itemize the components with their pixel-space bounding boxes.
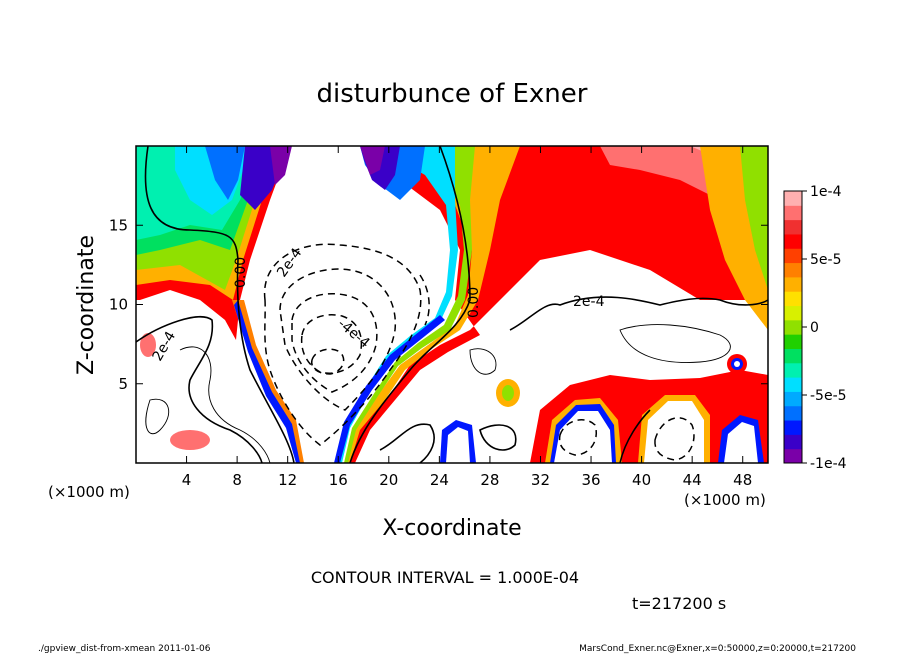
colorbar-tick-label: 5e-5 (810, 252, 841, 268)
colorbar-tick-label: -5e-5 (810, 388, 847, 404)
colorbar-ticks: 1e-4 5e-5 0 -5e-5 -1e-4 (802, 184, 847, 472)
x-tick-label: 48 (733, 471, 752, 489)
colorbar-swatch (784, 348, 802, 364)
colorbar-swatch (784, 205, 802, 221)
colorbar-tick-label: -1e-4 (810, 456, 847, 472)
contour-label: 0.00 (466, 287, 482, 318)
colorbar-swatch (784, 233, 802, 249)
colorbar-swatch (784, 334, 802, 349)
chart-title: disturbunce of Exner (317, 79, 588, 109)
x-tick-label: 4 (182, 471, 192, 489)
colorbar-swatch (784, 391, 802, 407)
x-axis-label: X-coordinate (382, 516, 521, 541)
x-tick-label: 24 (430, 471, 449, 489)
y-tick-label: 5 (118, 375, 128, 393)
x-tick-label: 32 (531, 471, 550, 489)
colorbar-swatch (784, 191, 802, 206)
y-axis-ticks: 5 10 15 (109, 216, 768, 393)
x-tick-label: 16 (329, 471, 348, 489)
heatmap-field (136, 146, 768, 463)
y-tick-label: 10 (109, 296, 128, 314)
colorbar-swatch (784, 248, 802, 264)
y-axis-unit: (×1000 m) (48, 483, 130, 501)
contour-interval-note: CONTOUR INTERVAL = 1.000E-04 (311, 568, 579, 587)
colorbar-swatch (784, 434, 802, 450)
colorbar-swatch (784, 291, 802, 307)
colorbar-swatch (784, 362, 802, 378)
colorbar-swatch (784, 262, 802, 278)
colorbar-swatch (784, 405, 802, 421)
footer-right: MarsCond_Exner.nc@Exner,x=0:50000,z=0:20… (579, 644, 856, 654)
x-tick-label: 44 (683, 471, 702, 489)
x-axis-ticks: 4 8 12 16 20 24 28 32 36 40 44 48 (182, 146, 752, 489)
contour-label: 0.00 (233, 257, 249, 288)
colorbar-tick-label: 1e-4 (810, 184, 842, 200)
x-tick-label: 12 (278, 471, 297, 489)
colorbar-swatch (784, 276, 802, 292)
x-tick-label: 20 (379, 471, 398, 489)
colorbar-swatch (784, 319, 802, 335)
y-axis-label: Z-coordinate (74, 235, 99, 375)
x-tick-label: 8 (232, 471, 242, 489)
footer-left: ./gpview_dist-from-xmean 2011-01-06 (38, 644, 211, 654)
colorbar-swatches (784, 191, 802, 464)
colorbar-tick-label: 0 (810, 320, 819, 336)
colorbar-swatch (784, 448, 802, 464)
x-axis-unit: (×1000 m) (684, 491, 766, 509)
colorbar-swatch (784, 219, 802, 235)
colorbar-swatch (784, 420, 802, 435)
colorbar-swatch (784, 305, 802, 321)
colorbar: 1e-4 5e-5 0 -5e-5 -1e-4 (783, 184, 847, 472)
colorbar-swatch (784, 377, 802, 392)
x-tick-label: 28 (480, 471, 499, 489)
contour-label: 2e-4 (573, 294, 605, 310)
x-tick-label: 40 (632, 471, 651, 489)
x-tick-label: 36 (581, 471, 600, 489)
time-label: t=217200 s (632, 594, 726, 613)
plot-area: 0.00 0.00 2e-4 2e-4 2e-4 -4e-4 (135, 145, 769, 464)
y-tick-label: 15 (109, 216, 128, 234)
